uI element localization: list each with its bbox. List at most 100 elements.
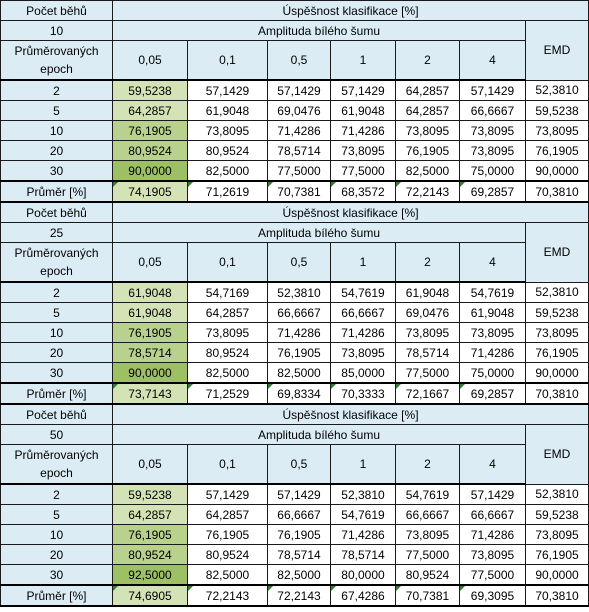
mean-cell: 69,3095: [459, 584, 526, 607]
mean-emd-cell: 70,3810: [524, 382, 589, 405]
data-cell: 64,2857: [112, 100, 188, 121]
amplitude-header: 0,1: [187, 40, 268, 81]
table-row: 30 90,0000 82,5000 77,5000 77,5000 82,5000 75,…: [0, 160, 589, 182]
epoch-value: 10: [0, 322, 113, 343]
mean-cell: 71,2619: [187, 180, 268, 203]
data-cell: 57,1429: [187, 79, 268, 101]
emd-header: EMD: [524, 20, 589, 81]
data-cell: 82,5000: [187, 160, 268, 182]
mean-label: Průměr [%]: [0, 584, 113, 607]
data-cell: 61,9048: [459, 302, 526, 323]
epoch-value: 30: [0, 160, 113, 182]
emd-cell: 90,0000: [524, 564, 589, 586]
table-row: 5 61,9048 64,2857 66,6667 66,6667 69,0476 61,9…: [0, 302, 589, 323]
table-row: 5 64,2857 64,2857 66,6667 54,7619 66,6667 66,6…: [0, 504, 589, 525]
column-header-row: Průměrovaných epoch 0,05 0,1 0,5 1 2 4: [0, 242, 589, 283]
data-cell: 75,0000: [459, 362, 526, 384]
data-cell: 73,8095: [395, 322, 460, 343]
data-cell: 61,9048: [187, 100, 268, 121]
data-cell: 78,5714: [330, 544, 396, 565]
epoch-value: 5: [0, 504, 113, 525]
epochs-label: Průměrovaných epoch: [0, 444, 113, 485]
mean-cell: 72,2143: [187, 584, 268, 607]
data-cell: 76,1905: [267, 524, 331, 545]
table-row: 30 90,0000 82,5000 82,5000 85,0000 77,5000 75,…: [0, 362, 589, 384]
data-cell: 61,9048: [112, 281, 188, 303]
amplitude-header: 0,5: [267, 242, 331, 283]
data-cell: 71,4286: [267, 120, 331, 141]
amplitude-header: 4: [459, 444, 526, 485]
data-cell: 73,8095: [395, 120, 460, 141]
mean-cell: 70,7381: [267, 180, 331, 203]
data-cell: 77,5000: [267, 160, 331, 182]
data-cell: 57,1429: [267, 483, 331, 505]
table-row: 10 76,1905 73,8095 71,4286 71,4286 73,8095 73,…: [0, 322, 589, 343]
mean-cell: 70,7381: [395, 584, 460, 607]
mean-cell: 69,2857: [459, 382, 526, 405]
mean-cell: 74,1905: [112, 180, 188, 203]
runs-row: Počet běhů Úspěšnost klasifikace [%]: [0, 201, 589, 223]
epoch-value: 20: [0, 342, 113, 363]
runs-row: Počet běhů Úspěšnost klasifikace [%]: [0, 0, 589, 21]
amplitude-header: 0,05: [112, 444, 188, 485]
epoch-value: 20: [0, 544, 113, 565]
mean-cell: 69,2857: [459, 180, 526, 203]
data-cell: 76,1905: [267, 342, 331, 363]
amplitude-row: 50 Amplituda bílého šumu EMD: [0, 424, 589, 485]
emd-cell: 76,1905: [524, 342, 589, 363]
amplitude-header: 0,5: [267, 444, 331, 485]
emd-cell: 52,3810: [524, 281, 589, 303]
runs-label: Počet běhů: [0, 403, 113, 425]
emd-header: EMD: [524, 222, 589, 283]
data-cell: 64,2857: [112, 504, 188, 525]
data-cell: 80,9524: [187, 140, 268, 161]
data-cell: 80,9524: [187, 342, 268, 363]
mean-cell: 74,6905: [112, 584, 188, 607]
amplitude-label: Amplituda bílého šumu: [112, 222, 526, 243]
table-row: 2 61,9048 54,7169 52,3810 54,7619 61,9048 54,7…: [0, 281, 589, 303]
data-cell: 52,3810: [267, 281, 331, 303]
amplitude-header: 1: [330, 40, 396, 81]
column-header-row: Průměrovaných epoch 0,05 0,1 0,5 1 2 4: [0, 444, 589, 485]
data-cell: 77,5000: [395, 544, 460, 565]
data-cell: 78,5714: [395, 342, 460, 363]
data-cell: 64,2857: [187, 302, 268, 323]
mean-cell: 73,7143: [112, 382, 188, 405]
data-cell: 90,0000: [112, 160, 188, 182]
amplitude-header: 0,05: [112, 242, 188, 283]
data-cell: 92,5000: [112, 564, 188, 586]
data-cell: 54,7619: [395, 483, 460, 505]
mean-cell: 72,2143: [395, 180, 460, 203]
data-cell: 61,9048: [330, 100, 396, 121]
mean-label: Průměr [%]: [0, 382, 113, 405]
data-cell: 85,0000: [330, 362, 396, 384]
data-cell: 80,9524: [395, 564, 460, 586]
data-cell: 69,0476: [267, 100, 331, 121]
emd-cell: 90,0000: [524, 160, 589, 182]
data-cell: 77,5000: [395, 362, 460, 384]
data-cell: 61,9048: [112, 302, 188, 323]
epochs-label: Průměrovaných epoch: [0, 40, 113, 81]
amplitude-header: 4: [459, 242, 526, 283]
data-cell: 52,3810: [330, 483, 396, 505]
data-cell: 76,1905: [112, 524, 188, 545]
amplitude-header: 2: [395, 444, 460, 485]
mean-cell: 67,4286: [330, 584, 396, 607]
amplitude-header: 0,1: [187, 444, 268, 485]
data-cell: 76,1905: [112, 120, 188, 141]
data-cell: 69,0476: [395, 302, 460, 323]
table-row: 20 78,5714 80,9524 76,1905 73,8095 78,5714 71,…: [0, 342, 589, 363]
data-cell: 64,2857: [395, 79, 460, 101]
data-cell: 57,1429: [459, 483, 526, 505]
data-cell: 71,4286: [459, 524, 526, 545]
data-cell: 64,2857: [187, 504, 268, 525]
amplitude-label: Amplituda bílého šumu: [112, 20, 526, 41]
emd-cell: 52,3810: [524, 79, 589, 101]
mean-emd-cell: 70,3810: [524, 180, 589, 203]
data-cell: 71,4286: [267, 322, 331, 343]
table-row: 5 64,2857 61,9048 69,0476 61,9048 64,2857 66,6…: [0, 100, 589, 121]
data-cell: 75,0000: [459, 160, 526, 182]
emd-cell: 76,1905: [524, 140, 589, 161]
table-title: Úspěšnost klasifikace [%]: [111, 201, 589, 223]
